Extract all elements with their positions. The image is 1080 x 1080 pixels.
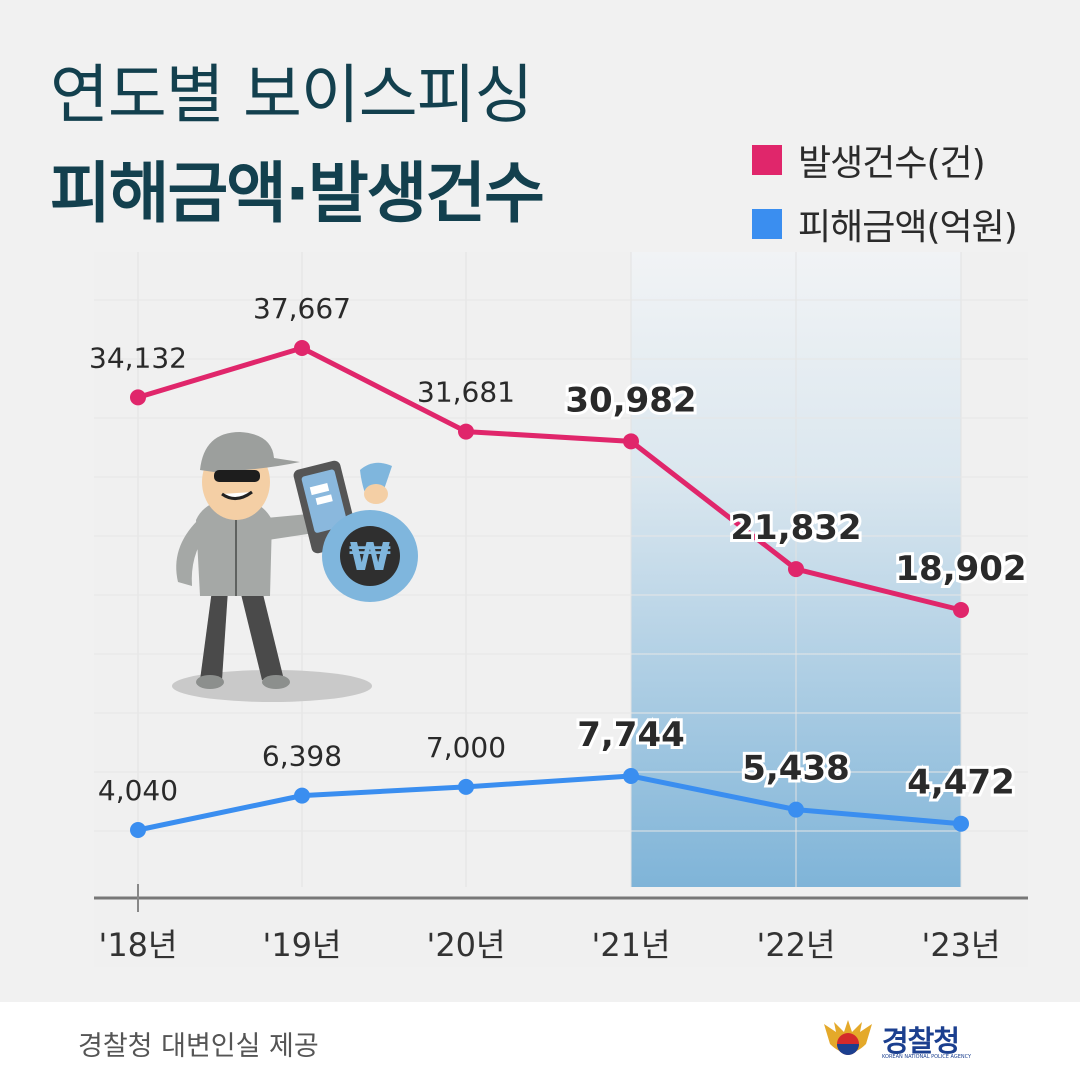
title-line-1: 연도별 보이스피싱 [50, 59, 533, 133]
police-logo-english: KOREAN NATIONAL POLICE AGENCY [882, 1054, 972, 1060]
data-label-0-3: 30,982 [565, 380, 696, 420]
legend-item-cases: 발생건수(건) [752, 128, 1017, 192]
data-label-0-0: 34,132 [89, 341, 187, 374]
line-chart: ₩ 34,132 37,667 31,681 30,982 21,832 18,902 4,… [89, 252, 1030, 964]
scammer-hand [364, 484, 388, 504]
footer-credit: 경찰청 대변인실 제공 [78, 1031, 319, 1062]
data-point-1-5 [953, 815, 969, 832]
data-label-1-1: 6,398 [262, 740, 342, 773]
x-tick-label-2: '20년 [427, 926, 506, 964]
scammer-right-leg [240, 590, 284, 680]
data-label-1-5: 4,472 [907, 763, 1015, 803]
scammer-cap [200, 432, 300, 472]
legend-swatch-damage [752, 209, 782, 239]
scammer-left-arm [176, 520, 206, 586]
data-label-0-2: 31,681 [417, 376, 515, 409]
x-tick-label-5: '23년 [922, 926, 1001, 964]
x-tick-label-0: '18년 [99, 926, 178, 964]
data-point-1-2 [458, 778, 474, 795]
data-point-0-3 [623, 433, 639, 450]
data-point-0-2 [458, 423, 474, 440]
series-line-1 [137, 773, 962, 833]
scammer-grin [221, 490, 253, 500]
legend-label-cases: 발생건수(건) [798, 143, 986, 184]
x-tick-label-3: '21년 [592, 926, 671, 964]
police-emblem-icon [824, 1020, 872, 1055]
data-point-1-1 [294, 787, 310, 804]
title-line-2: 피해금액·발생건수 [50, 155, 545, 232]
scammer-illustration: ₩ [172, 432, 418, 702]
data-point-1-3 [623, 768, 639, 784]
data-point-0-5 [953, 602, 969, 618]
data-point-0-0 [130, 389, 146, 406]
data-label-1-2: 7,000 [426, 731, 506, 764]
legend: 발생건수(건) 피해금액(억원) [752, 128, 1018, 256]
scammer-body [196, 498, 272, 596]
legend-label-damage: 피해금액(억원) [798, 207, 1018, 248]
x-tick-label-1: '19년 [263, 926, 342, 964]
police-logo-name: 경찰청 [882, 1024, 960, 1058]
won-coin-badge [340, 526, 400, 586]
data-label-0-5: 18,902 [895, 549, 1026, 589]
x-tick-label-4: '22년 [757, 926, 836, 964]
data-point-0-4 [788, 561, 804, 578]
data-label-0-1: 37,667 [253, 292, 351, 325]
scammer-sunglasses [214, 470, 260, 482]
scammer-left-leg [200, 590, 228, 680]
data-label-1-3: 7,744 [577, 715, 685, 755]
chat-icon [309, 482, 333, 506]
won-symbol: ₩ [349, 535, 391, 579]
data-label-0-4: 21,832 [730, 508, 861, 548]
data-point-1-0 [130, 822, 146, 838]
data-label-1-4: 5,438 [742, 749, 850, 789]
footer: 경찰청 대변인실 제공 경찰청 KOREAN NATIONAL POLICE A… [0, 1002, 1080, 1080]
legend-swatch-cases [752, 145, 782, 175]
data-point-0-1 [294, 340, 310, 356]
data-label-1-0: 4,040 [98, 774, 178, 807]
data-point-1-4 [788, 801, 804, 818]
police-logo: 경찰청 KOREAN NATIONAL POLICE AGENCY [820, 1018, 980, 1064]
legend-item-damage: 피해금액(억원) [752, 192, 1018, 256]
series-line-0 [137, 345, 962, 613]
